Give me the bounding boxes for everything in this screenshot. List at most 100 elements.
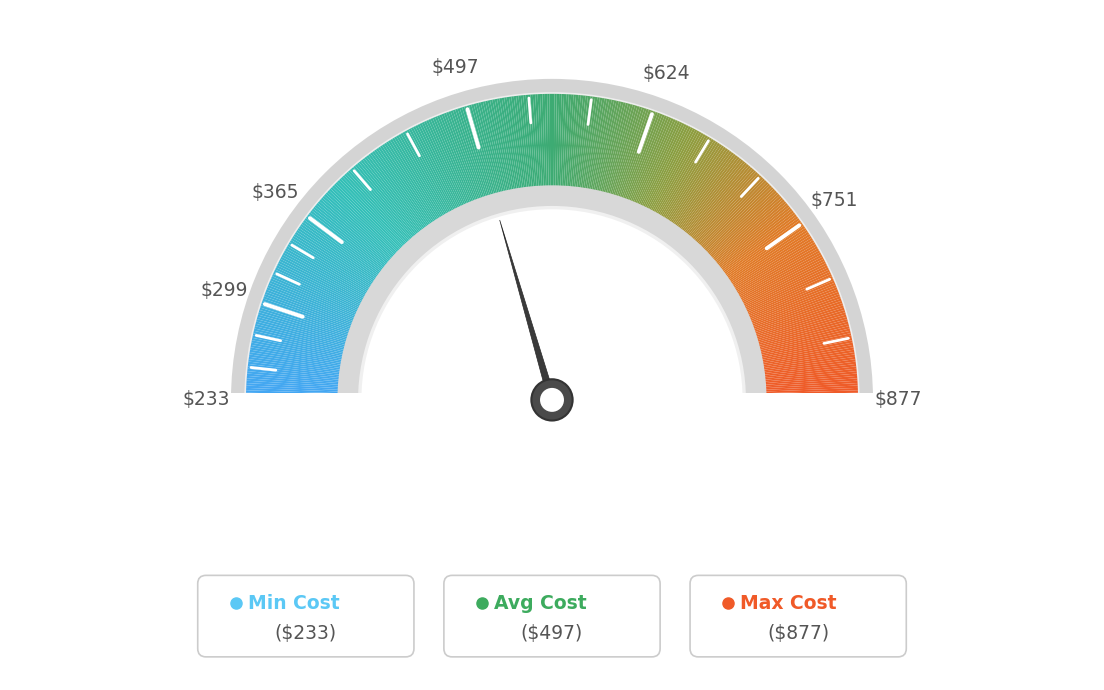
Wedge shape — [760, 333, 851, 355]
Wedge shape — [763, 362, 856, 375]
Wedge shape — [338, 180, 404, 248]
Wedge shape — [364, 157, 423, 232]
Wedge shape — [431, 118, 469, 204]
Wedge shape — [594, 100, 614, 191]
Wedge shape — [676, 151, 732, 228]
Wedge shape — [350, 169, 413, 240]
Wedge shape — [649, 127, 693, 211]
Wedge shape — [256, 319, 347, 345]
Wedge shape — [275, 268, 360, 309]
Wedge shape — [765, 386, 858, 391]
Wedge shape — [542, 94, 546, 187]
Wedge shape — [415, 125, 458, 210]
Wedge shape — [246, 397, 339, 400]
Wedge shape — [715, 203, 788, 264]
Wedge shape — [287, 244, 369, 293]
Wedge shape — [681, 157, 740, 232]
Wedge shape — [627, 114, 662, 201]
Wedge shape — [261, 305, 350, 336]
Wedge shape — [746, 276, 832, 315]
Wedge shape — [380, 146, 434, 224]
Wedge shape — [668, 143, 720, 222]
Wedge shape — [396, 135, 445, 217]
Wedge shape — [595, 100, 616, 192]
Wedge shape — [399, 134, 446, 216]
Wedge shape — [263, 299, 351, 331]
Wedge shape — [725, 222, 803, 277]
Wedge shape — [259, 308, 349, 337]
Wedge shape — [294, 234, 373, 286]
Wedge shape — [659, 135, 708, 217]
Wedge shape — [461, 107, 491, 197]
Text: $365: $365 — [252, 183, 299, 201]
Wedge shape — [754, 305, 843, 336]
Wedge shape — [753, 301, 842, 333]
Wedge shape — [339, 179, 405, 247]
Wedge shape — [310, 210, 385, 269]
Wedge shape — [266, 290, 353, 324]
Wedge shape — [457, 108, 488, 197]
Wedge shape — [327, 190, 396, 255]
Wedge shape — [762, 345, 853, 363]
Wedge shape — [266, 287, 354, 323]
Wedge shape — [507, 97, 522, 189]
Wedge shape — [306, 216, 382, 273]
Wedge shape — [268, 283, 355, 320]
Wedge shape — [252, 338, 343, 358]
Wedge shape — [319, 199, 391, 262]
Wedge shape — [757, 319, 848, 345]
Wedge shape — [346, 172, 410, 242]
Wedge shape — [606, 104, 633, 195]
Wedge shape — [710, 194, 779, 258]
Wedge shape — [639, 121, 680, 206]
Wedge shape — [439, 115, 475, 202]
Wedge shape — [764, 366, 857, 378]
Wedge shape — [247, 371, 340, 382]
Wedge shape — [433, 117, 470, 204]
Wedge shape — [361, 159, 421, 234]
Wedge shape — [247, 368, 340, 380]
Wedge shape — [246, 376, 340, 385]
Wedge shape — [290, 240, 371, 290]
Wedge shape — [690, 167, 753, 239]
Wedge shape — [322, 196, 393, 259]
Wedge shape — [703, 185, 772, 252]
Wedge shape — [300, 224, 378, 279]
Wedge shape — [688, 164, 749, 237]
Text: $299: $299 — [200, 281, 247, 300]
Wedge shape — [428, 119, 467, 205]
Text: $751: $751 — [811, 191, 859, 210]
Wedge shape — [686, 161, 745, 235]
Wedge shape — [403, 132, 449, 214]
Wedge shape — [280, 257, 364, 302]
Wedge shape — [693, 170, 756, 242]
Wedge shape — [608, 105, 635, 195]
Wedge shape — [740, 257, 824, 302]
Wedge shape — [723, 218, 799, 275]
Wedge shape — [276, 265, 361, 308]
Wedge shape — [575, 96, 588, 188]
Wedge shape — [630, 115, 667, 203]
Wedge shape — [318, 201, 390, 263]
Wedge shape — [714, 201, 786, 263]
Wedge shape — [582, 97, 597, 189]
Wedge shape — [450, 110, 484, 199]
Wedge shape — [465, 106, 492, 196]
Wedge shape — [666, 141, 718, 221]
Wedge shape — [638, 120, 678, 206]
Wedge shape — [455, 109, 486, 198]
Wedge shape — [448, 111, 481, 199]
Wedge shape — [722, 216, 798, 273]
Wedge shape — [702, 184, 771, 250]
Wedge shape — [708, 190, 777, 255]
Circle shape — [540, 388, 564, 412]
Wedge shape — [624, 112, 658, 200]
Wedge shape — [644, 124, 687, 208]
Wedge shape — [406, 130, 453, 213]
Wedge shape — [538, 94, 543, 187]
Wedge shape — [442, 114, 477, 201]
Wedge shape — [745, 272, 831, 313]
Wedge shape — [755, 308, 845, 337]
Wedge shape — [411, 127, 455, 211]
Wedge shape — [619, 110, 651, 199]
